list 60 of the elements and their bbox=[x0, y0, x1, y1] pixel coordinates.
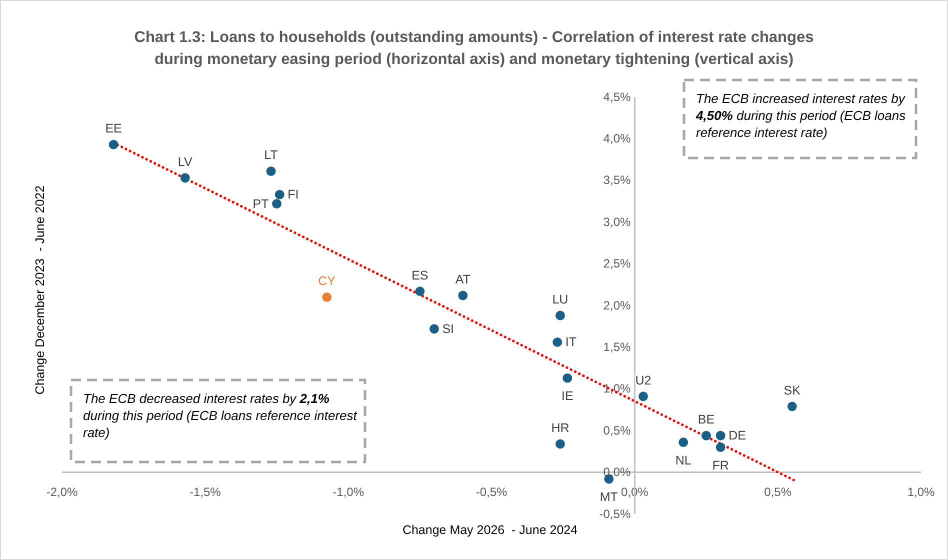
series-label: CY bbox=[318, 274, 336, 288]
y-axis-title: Change December 2023 - June 2022 bbox=[33, 185, 47, 395]
series-label: EE bbox=[105, 122, 122, 136]
x-axis-title: Change May 2026 - June 2024 bbox=[402, 523, 578, 537]
point bbox=[180, 173, 190, 183]
series-label: DE bbox=[728, 428, 746, 443]
point bbox=[274, 190, 284, 200]
point bbox=[415, 286, 425, 296]
x-tick-label: -2,0% bbox=[46, 484, 78, 499]
point bbox=[702, 430, 711, 440]
point bbox=[272, 199, 282, 208]
series-label: LT bbox=[264, 148, 278, 162]
series-label: FI bbox=[288, 188, 299, 202]
text: The ECB decreased interest rates by 2,1% during this period (ECB loans reference interest rate) bbox=[83, 391, 357, 440]
y-tick-label: 2,5% bbox=[603, 256, 631, 271]
point bbox=[266, 166, 276, 176]
y-tick-label: 4,0% bbox=[603, 132, 631, 146]
y-tick-label: 3,0% bbox=[603, 214, 631, 229]
y-tick-label: 0,5% bbox=[603, 423, 631, 438]
series-label: PT bbox=[252, 196, 270, 211]
x-tick-label: -1,0% bbox=[332, 484, 364, 499]
series-label: IT bbox=[565, 335, 577, 350]
point bbox=[787, 402, 797, 412]
y-tick-label: -0,5% bbox=[599, 506, 631, 521]
point bbox=[458, 290, 468, 300]
series-label: HR bbox=[551, 420, 570, 435]
series-label: U2 bbox=[635, 373, 652, 388]
series-label: NL bbox=[675, 453, 692, 468]
point bbox=[716, 442, 726, 452]
series-label: LU bbox=[552, 292, 568, 307]
series-label: SI bbox=[442, 322, 454, 336]
x-tick-label: 0,5% bbox=[764, 484, 792, 499]
point bbox=[638, 392, 648, 402]
point bbox=[562, 373, 572, 383]
series-label: AT bbox=[455, 272, 471, 286]
point bbox=[322, 292, 332, 302]
point bbox=[678, 438, 688, 447]
y-tick-label: 2,0% bbox=[603, 298, 631, 312]
series-label: LV bbox=[178, 154, 193, 169]
series-label: SK bbox=[784, 383, 802, 398]
series-label: IE bbox=[561, 389, 574, 404]
y-tick-label: 4,5% bbox=[603, 90, 631, 104]
series-label: MT bbox=[600, 490, 618, 504]
x-tick-label: 0,0% bbox=[620, 484, 649, 499]
point bbox=[556, 310, 565, 320]
x-tick-label: 1,0% bbox=[907, 484, 935, 499]
point bbox=[556, 439, 565, 449]
series-label: ES bbox=[412, 268, 428, 282]
chart-title: Chart 1.3: Loans to households (outstanding amounts) - Correlation of interest rate changes during monetary easing period (horizontal axis) and monetary tightening (vertical axis) bbox=[134, 29, 814, 68]
point bbox=[552, 337, 562, 347]
point bbox=[430, 324, 439, 334]
text: The ECB increased interest rates by 4,50% during this period (ECB loans reference interest rate) bbox=[696, 91, 906, 140]
point bbox=[716, 430, 726, 440]
series-label: BE bbox=[698, 412, 715, 427]
series-label: FR bbox=[712, 458, 729, 472]
x-tick-label: -0,5% bbox=[476, 484, 508, 499]
y-tick-label: 3,5% bbox=[603, 173, 631, 188]
x-tick-label: -1,5% bbox=[189, 484, 222, 499]
y-tick-label: 1,5% bbox=[603, 340, 631, 354]
point bbox=[108, 140, 118, 150]
